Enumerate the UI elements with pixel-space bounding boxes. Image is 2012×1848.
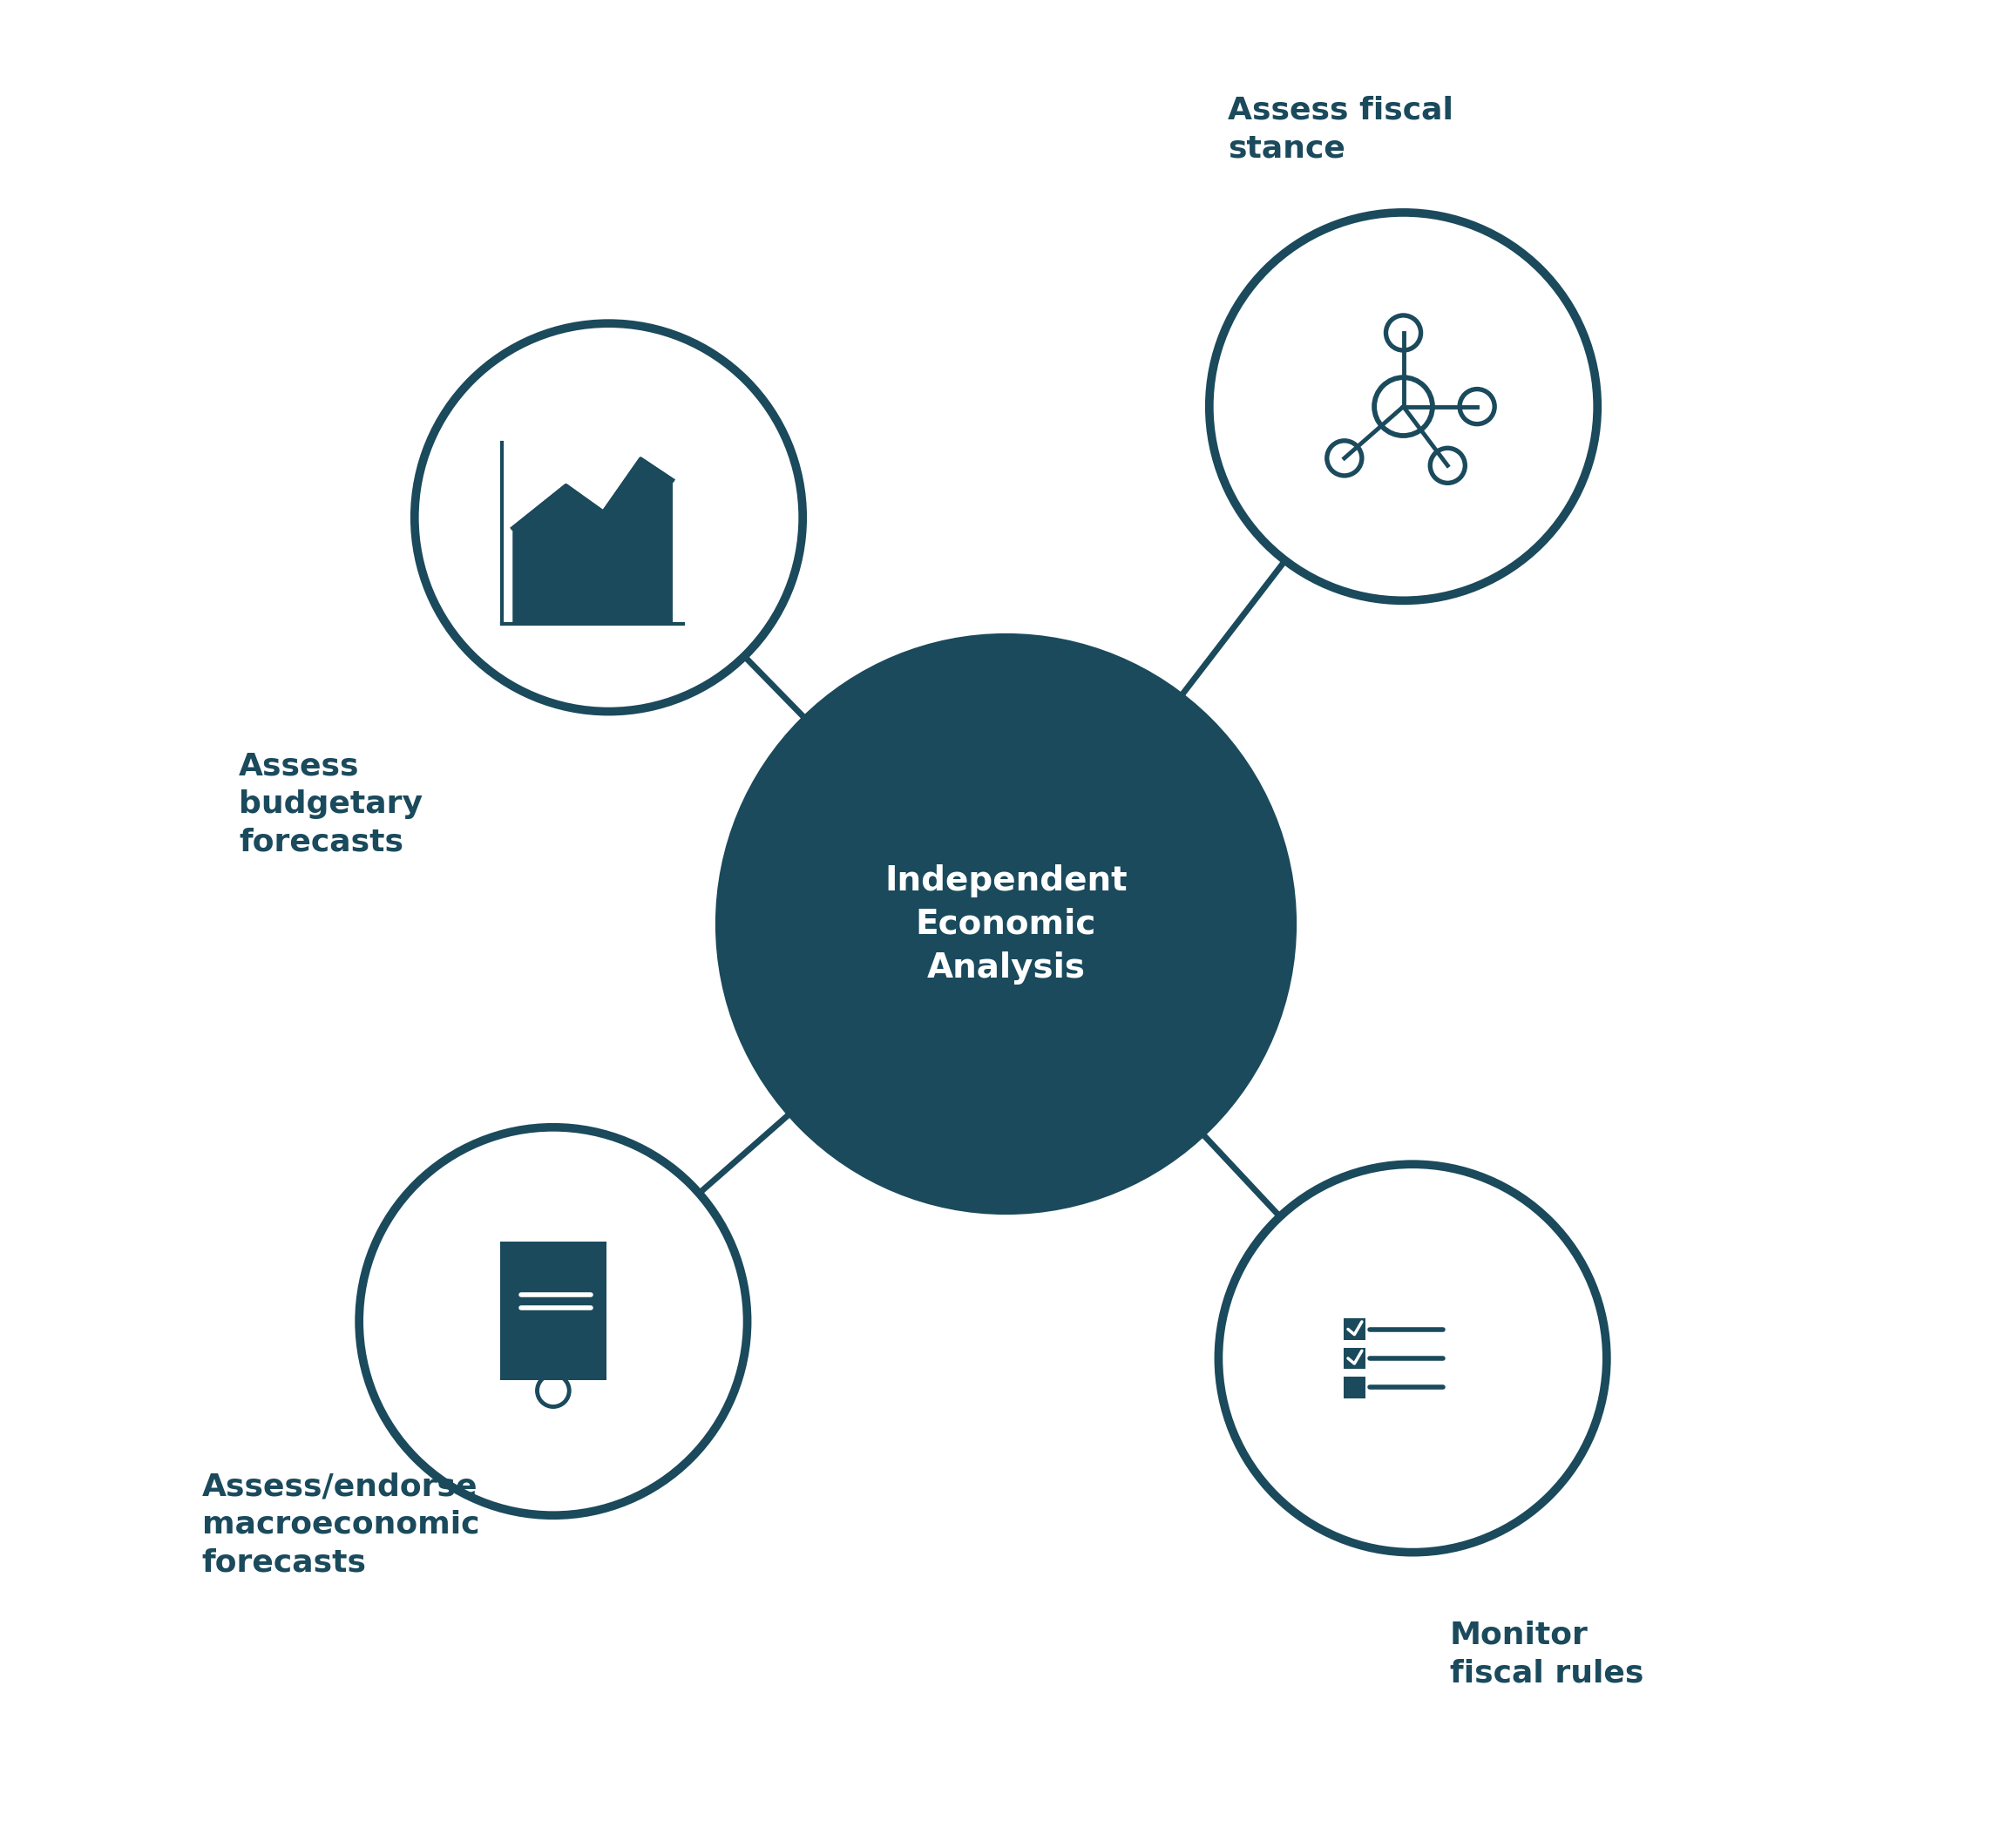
Text: Monitor
fiscal rules: Monitor fiscal rules — [1449, 1621, 1644, 1687]
Circle shape — [358, 1127, 746, 1515]
Circle shape — [720, 638, 1292, 1210]
Bar — [499, 1242, 606, 1380]
Text: Assess
budgetary
forecasts: Assess budgetary forecasts — [239, 750, 423, 857]
Polygon shape — [513, 458, 672, 625]
Bar — [1344, 1347, 1364, 1369]
Bar — [1344, 1377, 1364, 1399]
Circle shape — [1219, 1164, 1608, 1552]
Text: Independent
Economic
Analysis: Independent Economic Analysis — [885, 863, 1127, 985]
Text: Assess/endorse
macroeconomic
forecasts: Assess/endorse macroeconomic forecasts — [201, 1471, 479, 1578]
Bar — [1344, 1318, 1364, 1340]
Circle shape — [414, 323, 803, 711]
Text: Assess fiscal
stance: Assess fiscal stance — [1227, 96, 1453, 163]
Circle shape — [1209, 213, 1598, 601]
